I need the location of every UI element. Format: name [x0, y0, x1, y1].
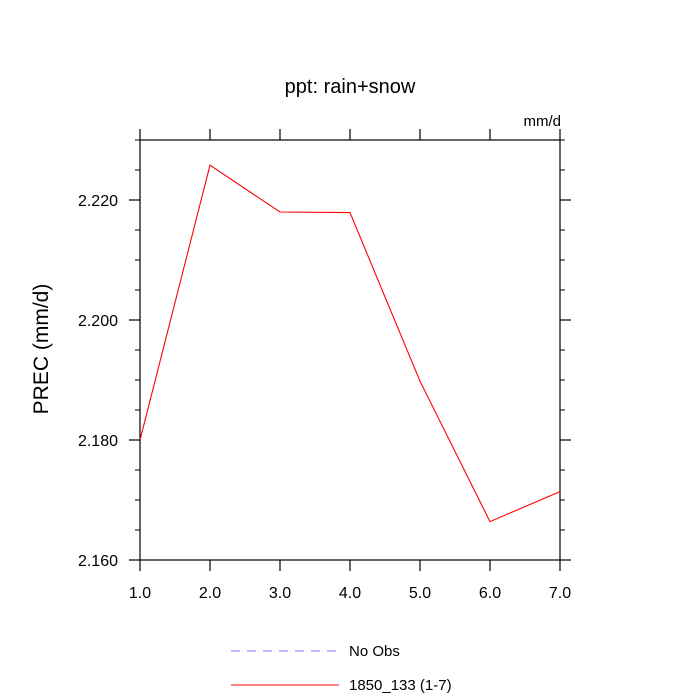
y-tick-label: 2.220 — [78, 193, 118, 210]
x-tick-label: 5.0 — [409, 585, 431, 602]
plot-frame — [139, 139, 561, 561]
chart-title: ppt: rain+snow — [285, 76, 416, 98]
legend-label: 1850_133 (1-7) — [349, 677, 452, 694]
axis-ticks — [129, 129, 571, 571]
x-tick-label: 1.0 — [129, 585, 151, 602]
legend: No Obs 1850_133 (1-7) — [231, 643, 452, 694]
y-tick-label: 2.160 — [78, 553, 118, 570]
units-label: mm/d — [524, 113, 562, 130]
y-tick-labels: 2.160 2.180 2.200 2.220 — [78, 193, 118, 570]
y-axis-label: PREC (mm/d) — [30, 284, 53, 415]
x-tick-label: 4.0 — [339, 585, 361, 602]
legend-label: No Obs — [349, 643, 400, 660]
y-tick-label: 2.200 — [78, 313, 118, 330]
x-tick-label: 3.0 — [269, 585, 291, 602]
series-line — [139, 164, 561, 523]
y-tick-label: 2.180 — [78, 433, 118, 450]
x-tick-labels: 1.0 2.0 3.0 4.0 5.0 6.0 7.0 — [129, 585, 571, 602]
x-tick-label: 2.0 — [199, 585, 221, 602]
x-tick-label: 6.0 — [479, 585, 501, 602]
x-tick-label: 7.0 — [549, 585, 571, 602]
series-layer — [139, 164, 561, 523]
